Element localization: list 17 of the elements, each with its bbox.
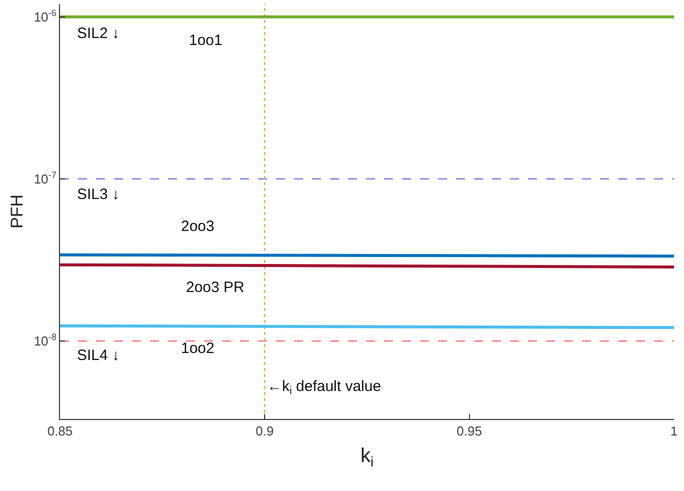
annotation: SIL3 ↓	[77, 186, 120, 203]
y-axis-title: PFH	[7, 194, 26, 228]
annotation: SIL4 ↓	[77, 347, 120, 364]
x-tick-label: 0.95	[456, 424, 482, 439]
x-tick-label: 0.9	[256, 424, 274, 439]
x-tick-label: 0.85	[47, 424, 73, 439]
annotation: 1oo1	[189, 32, 222, 49]
y-tick-label: 10$^{-8}$	[34, 332, 56, 349]
annotation: 2oo3	[181, 218, 214, 235]
y-tick-label: 10$^{-6}$	[34, 8, 56, 24]
annotation: 2oo3 PR	[186, 279, 245, 296]
annotation: SIL2 ↓	[77, 25, 120, 42]
annotation: 1oo2	[181, 340, 214, 357]
ref-line-label: ←k$_{i}$ default value	[267, 378, 382, 398]
y-tick-label: 10$^{-7}$	[34, 170, 56, 186]
x-tick-label: 1	[670, 424, 678, 439]
x-axis-title: k$_{i}$	[360, 445, 374, 470]
